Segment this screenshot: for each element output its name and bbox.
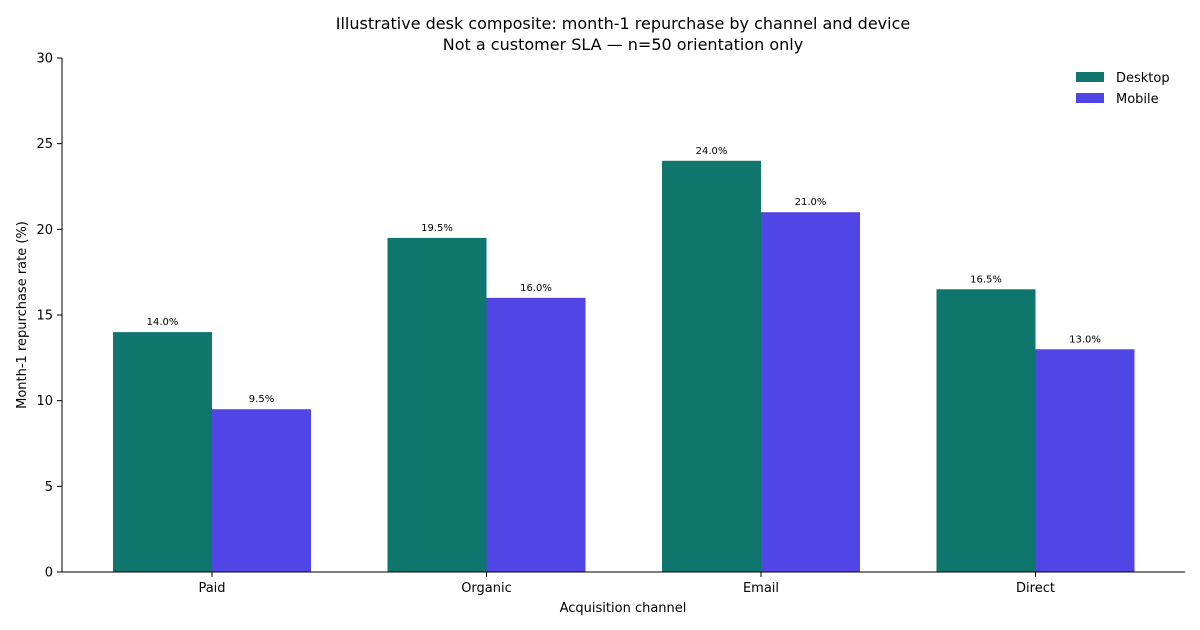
y-tick-label: 0 (45, 566, 53, 581)
bar-mobile-organic (486, 297, 586, 572)
bar-mobile-email (761, 212, 860, 572)
data-label-mobile-paid: 9.5% (249, 394, 274, 405)
x-tick-label-organic: Organic (461, 581, 512, 596)
legend-swatch-desktop (1076, 72, 1104, 82)
data-label-desktop-direct: 16.5% (970, 274, 1002, 285)
bar-desktop-email (662, 160, 761, 573)
legend: Desktop Mobile (1076, 71, 1170, 107)
legend-label-mobile: Mobile (1116, 92, 1159, 107)
legend-label-desktop: Desktop (1116, 71, 1170, 86)
x-tick-label-paid: Paid (198, 581, 225, 596)
legend-swatch-mobile (1076, 93, 1104, 103)
bar-mobile-paid (212, 409, 311, 572)
chart-title-line-1: Illustrative desk composite: month-1 rep… (336, 14, 910, 33)
y-tick-label: 10 (36, 394, 53, 409)
y-tick-label: 20 (36, 223, 53, 238)
data-label-mobile-email: 21.0% (795, 197, 827, 208)
x-axis-label: Acquisition channel (560, 601, 687, 616)
bar-desktop-organic (387, 237, 487, 572)
data-label-mobile-organic: 16.0% (520, 283, 552, 294)
bar-desktop-direct (936, 289, 1036, 572)
x-tick-label-email: Email (743, 581, 779, 596)
y-tick-label: 15 (36, 309, 53, 324)
data-label-desktop-paid: 14.0% (147, 317, 179, 328)
y-tick-label: 5 (45, 480, 53, 495)
data-label-mobile-direct: 13.0% (1069, 334, 1101, 345)
bar-desktop-paid (113, 332, 212, 572)
plot-area: 0 5 10 15 20 25 30 Paid 14.0% 9.5% Organic 19.5% 16.… (36, 52, 1135, 596)
y-tick-label: 30 (36, 52, 53, 67)
data-label-desktop-email: 24.0% (696, 146, 728, 157)
bar-mobile-direct (1035, 349, 1135, 572)
y-tick-label: 25 (36, 137, 53, 152)
x-tick-label-direct: Direct (1016, 581, 1055, 596)
data-label-desktop-organic: 19.5% (421, 223, 453, 234)
chart-title-line-2: Not a customer SLA — n=50 orientation on… (443, 35, 803, 54)
y-axis-label: Month-1 repurchase rate (%) (15, 221, 30, 409)
